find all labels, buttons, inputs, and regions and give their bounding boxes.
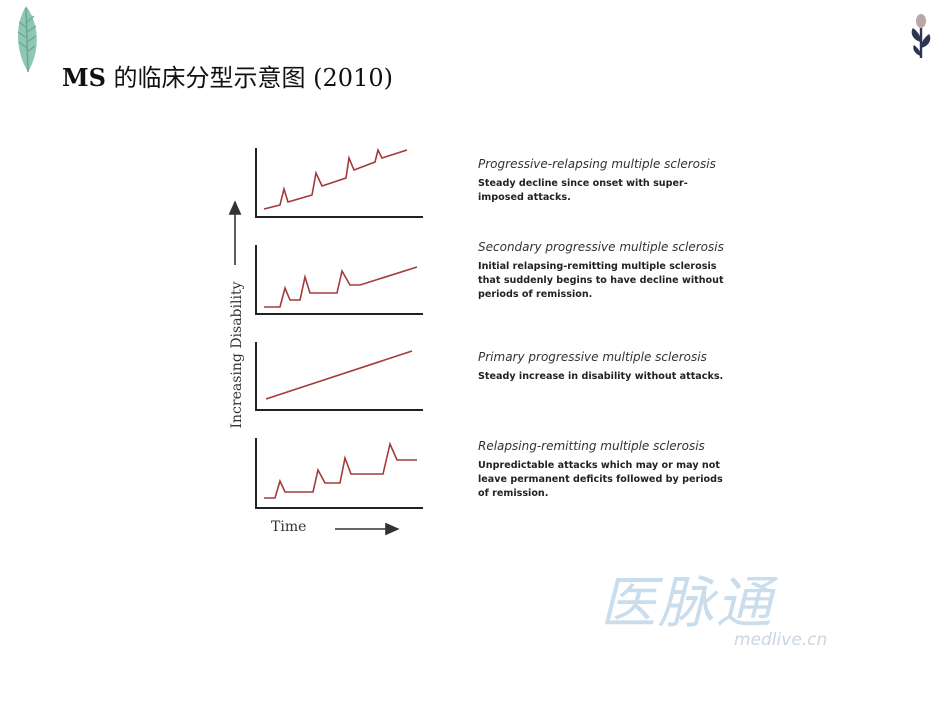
- panel-axes: [255, 245, 423, 315]
- description-title: Primary progressive multiple sclerosis: [478, 350, 707, 364]
- panel-axes: [255, 342, 423, 411]
- panel-relapsing-remitting: [255, 438, 423, 509]
- description-secondary-progressive: Secondary progressive multiple sclerosis…: [478, 240, 758, 302]
- slide-title: MS 的临床分型示意图 (2010): [62, 63, 393, 92]
- course-line: [264, 441, 417, 499]
- course-line: [264, 266, 418, 308]
- watermark-logo: 医脉通 medlive.cn: [600, 552, 860, 656]
- panel-primary-progressive: [255, 342, 423, 411]
- description-text: Steady decline since onset with super-im…: [478, 178, 688, 203]
- ms-course-diagram: [228, 147, 423, 536]
- course-line: [265, 350, 413, 400]
- description-title: Progressive-relapsing multiple sclerosis: [478, 157, 716, 171]
- panel-progressive-relapsing: [255, 147, 423, 218]
- plant-sprout-icon: [911, 14, 931, 58]
- leaf-icon: [17, 6, 37, 73]
- description-text: Steady increase in disability without at…: [478, 371, 724, 382]
- description-title: Relapsing-remitting multiple sclerosis: [478, 439, 705, 453]
- description-relapsing-remitting: Relapsing-remitting multiple sclerosis U…: [478, 439, 758, 501]
- watermark-cn: 医脉通: [600, 571, 774, 636]
- panel-secondary-progressive: [255, 245, 423, 315]
- description-text: Unpredictable attacks which may or may n…: [478, 460, 723, 499]
- description-text: Initial relapsing-remitting multiple scl…: [478, 261, 724, 300]
- course-line: [263, 147, 408, 210]
- panel-axes: [255, 148, 423, 218]
- x-axis-label: Time: [271, 519, 307, 535]
- description-primary-progressive: Primary progressive multiple sclerosis S…: [478, 350, 758, 384]
- description-progressive-relapsing: Progressive-relapsing multiple sclerosis…: [478, 157, 758, 205]
- y-axis-label: Increasing Disability: [229, 281, 245, 429]
- watermark-en: medlive.cn: [734, 630, 828, 650]
- panel-axes: [255, 438, 423, 509]
- description-title: Secondary progressive multiple sclerosis: [478, 240, 724, 254]
